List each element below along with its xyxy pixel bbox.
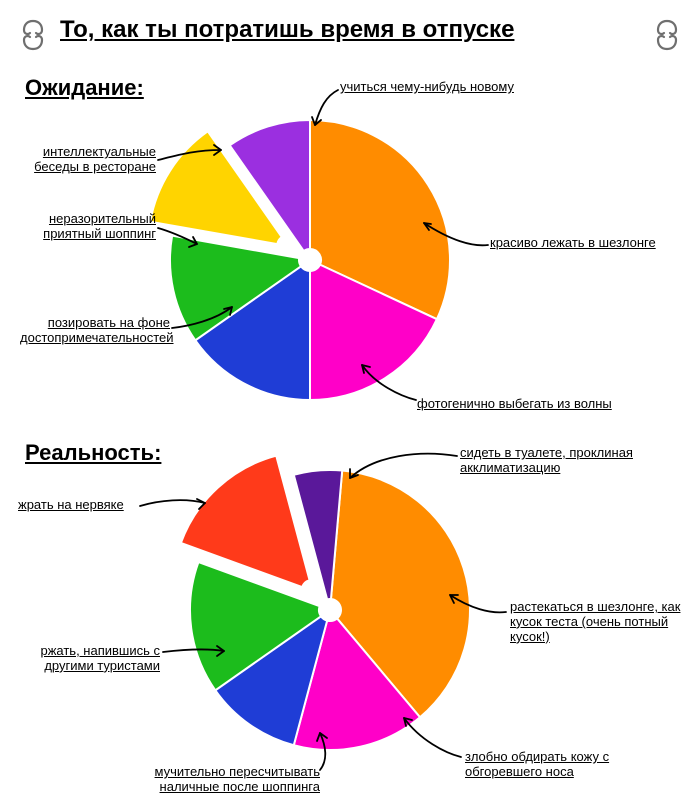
real-arrow-toilet bbox=[0, 0, 700, 805]
page: То, как ты потратишь время в отпуске Ожи… bbox=[0, 0, 700, 805]
